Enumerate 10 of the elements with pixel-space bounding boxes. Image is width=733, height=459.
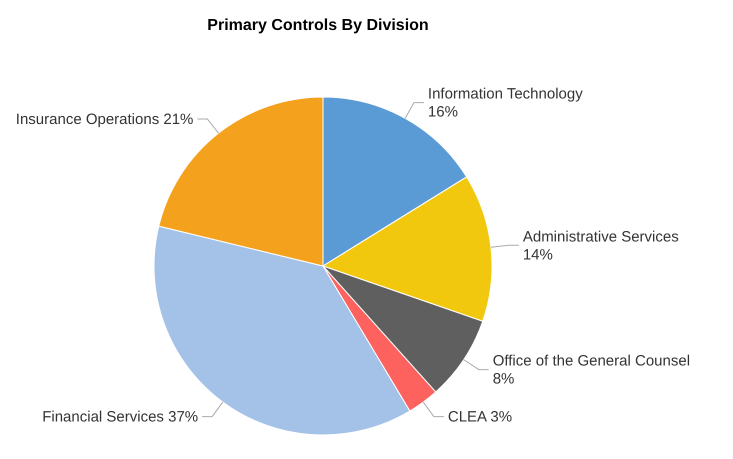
slice-label: Financial Services 37% [42, 408, 198, 426]
data-label: 14% [522, 246, 553, 264]
chart-title: Primary Controls By Division [207, 17, 429, 34]
slice-label: Office of the General Counsel [492, 352, 690, 370]
slice-label: Insurance Operations 21% [16, 111, 194, 128]
data-label: 8% [492, 370, 514, 388]
data-label: 16% [428, 104, 458, 121]
slice-label: Information Technology [428, 86, 584, 103]
slice-label: CLEA 3% [448, 408, 512, 426]
slice-label: Administrative Services [522, 228, 679, 246]
